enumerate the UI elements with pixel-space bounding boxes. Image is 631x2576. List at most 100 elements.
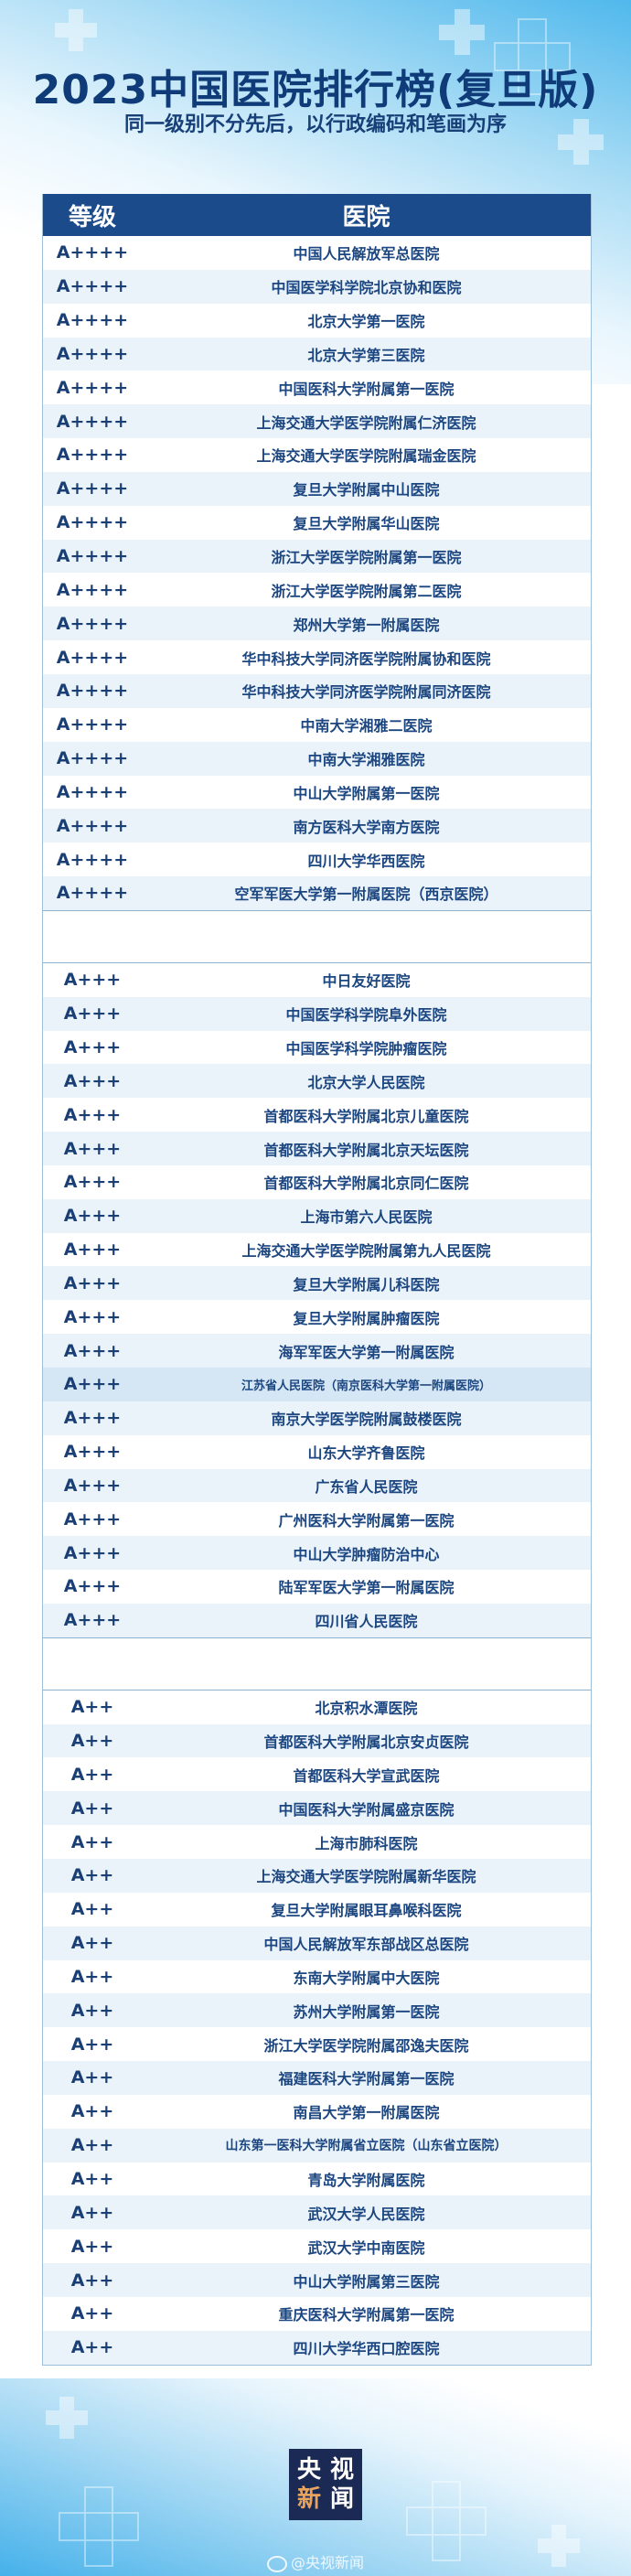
table-row: A++ 首都医科大学附属北京安贞医院 xyxy=(43,1723,591,1758)
table-row: A++++ 华中科技大学同济医学院附属协和医院 xyxy=(43,640,591,674)
grade-cell: A++++ xyxy=(56,748,129,769)
table-row: A+++ 四川省人民医院 xyxy=(43,1603,591,1637)
cross-decoration-icon xyxy=(406,2481,487,2561)
grade-cell: A++ xyxy=(70,2101,114,2122)
hospital-cell: 中国医学科学院北京协和医院 xyxy=(271,279,462,297)
grade-cell: A++ xyxy=(70,1831,114,1852)
grade-cell: A+++ xyxy=(63,1138,122,1159)
hospital-cell: 中国医学科学院肿瘤医院 xyxy=(285,1039,447,1057)
grade-cell: A++++ xyxy=(56,445,129,466)
hospital-cell: 重庆医科大学附属第一医院 xyxy=(278,2306,455,2324)
grade-cell: A++ xyxy=(70,2168,114,2189)
table-row: A++ 福建医科大学附属第一医院 xyxy=(43,2061,591,2095)
table-row: A+++ 广州医科大学附属第一医院 xyxy=(43,1502,591,1536)
grade-cell: A++ xyxy=(70,2034,114,2055)
cross-decoration-icon xyxy=(439,9,485,55)
grade-cell: A+++ xyxy=(63,1576,122,1597)
grade-cell: A+++ xyxy=(63,1610,122,1631)
grade-cell: A+++ xyxy=(63,1542,122,1563)
table-row: A++ 四川大学华西口腔医院 xyxy=(43,2330,591,2365)
hospital-cell: 复旦大学附属眼耳鼻喉科医院 xyxy=(271,1902,462,1920)
grade-cell: A++++ xyxy=(56,512,129,533)
grade-cell: A++ xyxy=(70,1933,114,1954)
hospital-cell: 北京大学人民医院 xyxy=(307,1073,425,1091)
hospital-cell: 中国医学科学院阜外医院 xyxy=(285,1006,447,1025)
grade-cell: A++++ xyxy=(56,714,129,735)
hospital-cell: 上海交通大学医学院附属第九人民医院 xyxy=(241,1242,491,1261)
hospital-cell: 上海交通大学医学院附属仁济医院 xyxy=(256,413,476,432)
grade-cell: A+++ xyxy=(63,1272,122,1293)
grade-cell: A++++ xyxy=(56,781,129,802)
grade-cell: A++++ xyxy=(56,647,129,668)
table-row: A++ 中山大学附属第三医院 xyxy=(43,2263,591,2297)
hospital-cell: 首都医科大学附属北京儿童医院 xyxy=(263,1107,469,1125)
hospital-cell: 复旦大学附属儿科医院 xyxy=(293,1275,440,1293)
grade-cell: A++ xyxy=(70,2337,114,2358)
hospital-cell: 广东省人民医院 xyxy=(315,1477,418,1496)
hospital-cell: 首都医科大学宣武医院 xyxy=(293,1766,440,1785)
table-row: A++++ 中国医学科学院北京协和医院 xyxy=(43,269,591,304)
grade-cell: A+++ xyxy=(63,1374,122,1395)
grade-cell: A++++ xyxy=(56,883,129,904)
hospital-cell: 浙江大学医学院附属第一医院 xyxy=(271,549,462,567)
table-row: A++++ 南方医科大学南方医院 xyxy=(43,809,591,843)
table-row: A+++ 中山大学肿瘤防治中心 xyxy=(43,1536,591,1571)
hospital-cell: 上海市第六人民医院 xyxy=(300,1208,433,1227)
weibo-watermark: @央视新闻 xyxy=(0,2550,631,2572)
hospital-cell: 上海交通大学医学院附属新华医院 xyxy=(256,1868,476,1886)
page-title: 2023中国医院排行榜(复旦版) xyxy=(32,67,599,113)
table-row: A+++ 北京大学人民医院 xyxy=(43,1064,591,1099)
hospital-cell: 山东大学齐鲁医院 xyxy=(307,1444,425,1463)
weibo-handle: @央视新闻 xyxy=(290,2554,364,2571)
table-row: A++ 中国医科大学附属盛京医院 xyxy=(43,1791,591,1826)
table-row: A+++ 中国医学科学院肿瘤医院 xyxy=(43,1031,591,1065)
table-row: A++++ 复旦大学附属中山医院 xyxy=(43,471,591,506)
hospital-cell: 中国医科大学附属盛京医院 xyxy=(278,1800,455,1819)
hospital-cell: 中山大学附属第一医院 xyxy=(293,784,440,802)
group-separator xyxy=(43,909,591,963)
logo-char: 央 xyxy=(296,2456,321,2484)
hospital-cell: 东南大学附属中大医院 xyxy=(293,1969,440,1987)
hospital-cell: 四川大学华西医院 xyxy=(307,852,425,870)
grade-cell: A+++ xyxy=(63,1442,122,1463)
hospital-cell: 南昌大学第一附属医院 xyxy=(293,2104,440,2122)
hospital-cell: 复旦大学附属肿瘤医院 xyxy=(293,1309,440,1327)
table-row: A+++ 广东省人民医院 xyxy=(43,1468,591,1503)
grade-cell: A++ xyxy=(70,1697,114,1718)
hospital-cell: 青岛大学附属医院 xyxy=(307,2171,425,2189)
hospital-cell: 北京积水潭医院 xyxy=(315,1700,418,1718)
hospital-cell: 陆军军医大学第一附属医院 xyxy=(278,1579,455,1597)
table-row: A+++ 中国医学科学院阜外医院 xyxy=(43,996,591,1031)
logo-char: 闻 xyxy=(329,2485,354,2513)
hospital-cell: 复旦大学附属华山医院 xyxy=(293,515,440,533)
hospital-cell: 浙江大学医学院附属第二医院 xyxy=(271,582,462,600)
hospital-cell: 南京大学医学院附属鼓楼医院 xyxy=(271,1411,462,1429)
grade-cell: A++ xyxy=(70,2067,114,2088)
table-row: A++++ 四川大学华西医院 xyxy=(43,843,591,876)
cross-decoration-icon xyxy=(538,2525,580,2567)
table-row: A++++ 中南大学湘雅医院 xyxy=(43,741,591,776)
grade-cell: A++ xyxy=(70,1731,114,1752)
table-row: A++++ 空军军医大学第一附属医院（西京医院） xyxy=(43,876,591,910)
table-header: 等级 医院 xyxy=(43,194,591,236)
grade-cell: A++++ xyxy=(56,478,129,499)
grade-cell: A++++ xyxy=(56,681,129,702)
hospital-cell: 首都医科大学附属北京同仁医院 xyxy=(263,1175,469,1193)
hospital-cell: 苏州大学附属第一医院 xyxy=(293,2002,440,2021)
hospital-cell: 首都医科大学附属北京天坛医院 xyxy=(263,1141,469,1159)
hospital-cell: 首都医科大学附属北京安贞医院 xyxy=(263,1733,469,1752)
table-row: A++ 苏州大学附属第一医院 xyxy=(43,1993,591,2028)
grade-cell: A+++ xyxy=(63,1036,122,1057)
grade-cell: A+++ xyxy=(63,1340,122,1361)
table-row: A++++ 中南大学湘雅二医院 xyxy=(43,708,591,742)
logo-char: 新 xyxy=(296,2485,321,2513)
cross-decoration-icon xyxy=(46,2397,88,2439)
column-header-grade: 等级 xyxy=(68,203,116,231)
cross-decoration-icon xyxy=(494,18,571,95)
grade-cell: A+++ xyxy=(63,1508,122,1530)
hospital-cell: 华中科技大学同济医学院附属同济医院 xyxy=(241,683,491,702)
table-row: A+++ 首都医科大学附属北京儿童医院 xyxy=(43,1098,591,1132)
hospital-cell: 浙江大学医学院附属邵逸夫医院 xyxy=(263,2036,469,2055)
table-row: A++ 浙江大学医学院附属邵逸夫医院 xyxy=(43,2027,591,2061)
table-row: A++++ 北京大学第三医院 xyxy=(43,337,591,371)
